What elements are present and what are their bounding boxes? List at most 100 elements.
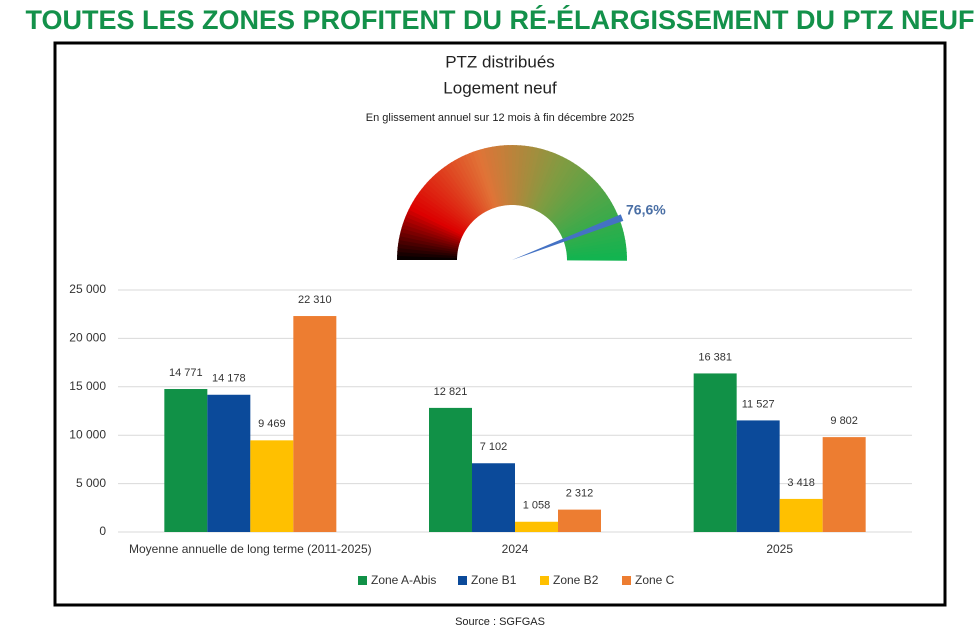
gauge-segment xyxy=(435,171,477,220)
gauge-segment xyxy=(534,154,564,211)
gauge-segment xyxy=(451,160,485,214)
source: Source : SGFGAS xyxy=(455,616,545,628)
gauge-segment xyxy=(551,180,598,224)
gauge-segment xyxy=(547,171,590,220)
gauge-needle xyxy=(512,214,624,260)
gauge-annotation: En glissement annuel sur 12 mois à fin d… xyxy=(366,112,634,124)
gauge-segment xyxy=(542,164,581,216)
value-label: 12 821 xyxy=(434,386,468,398)
value-label: 3 418 xyxy=(787,477,815,489)
gauge-segment xyxy=(488,146,503,207)
gauge-segment xyxy=(525,148,545,208)
gauge-segment xyxy=(476,149,498,208)
legend-swatch xyxy=(358,576,367,585)
bar xyxy=(558,509,601,532)
value-label: 9 469 xyxy=(258,418,286,430)
bar xyxy=(779,498,823,532)
value-label: 1 058 xyxy=(523,500,551,512)
gauge-segment xyxy=(403,216,462,242)
value-label: 14 178 xyxy=(212,373,246,385)
gauge-segment xyxy=(556,192,608,230)
bar xyxy=(515,521,558,532)
gauge-segment xyxy=(561,209,618,238)
value-label: 7 102 xyxy=(480,441,508,453)
gauge-segment xyxy=(495,145,507,206)
gauge-segment xyxy=(507,145,513,206)
y-tick-label: 15 000 xyxy=(69,379,106,393)
bar xyxy=(250,440,294,532)
value-label: 22 310 xyxy=(298,294,332,306)
gauge-segment xyxy=(541,162,577,215)
gauge-value-label: 76,6% xyxy=(626,202,666,218)
gauge-segment xyxy=(480,148,500,208)
gauge-segment xyxy=(564,228,624,248)
gauge-segment xyxy=(426,179,473,224)
gauge-segment xyxy=(429,176,475,222)
gauge-segment xyxy=(399,231,459,249)
gauge-segment xyxy=(468,151,494,210)
gauge-segment xyxy=(441,166,480,217)
gauge-segment xyxy=(400,227,460,247)
gauge-segment xyxy=(447,162,484,215)
gauge-segment xyxy=(499,145,509,206)
gauge-segment xyxy=(554,186,604,227)
gauge-segment xyxy=(536,156,567,212)
bar xyxy=(164,389,208,532)
gauge-segment xyxy=(566,240,626,253)
value-label: 14 771 xyxy=(169,367,203,379)
value-label: 2 312 xyxy=(566,488,594,500)
gauge-segment xyxy=(432,174,476,221)
y-tick-label: 20 000 xyxy=(69,331,106,345)
value-label: 11 527 xyxy=(742,398,775,410)
gauge-segment xyxy=(555,189,606,228)
gauge-segment xyxy=(421,185,471,227)
gauge-segment xyxy=(423,182,472,225)
gauge-segment xyxy=(527,149,549,208)
gauge-segment xyxy=(412,198,466,233)
gauge-segment xyxy=(558,199,612,233)
legend-swatch xyxy=(540,576,549,585)
x-tick-label: Moyenne annuelle de long terme (2011-202… xyxy=(129,542,372,556)
y-tick-label: 0 xyxy=(99,524,106,538)
gauge-segment xyxy=(461,154,490,211)
gauge-segment xyxy=(484,147,501,207)
gauge-segment xyxy=(565,236,626,251)
gauge-segment xyxy=(401,223,460,245)
gauge-segment xyxy=(564,224,623,246)
gauge-segment xyxy=(566,247,627,257)
gauge-segment xyxy=(566,255,627,261)
legend-label: Zone C xyxy=(635,573,675,587)
legend-label: Zone A-Abis xyxy=(371,573,436,587)
gauge-segment xyxy=(406,208,463,238)
legend-swatch xyxy=(458,576,467,585)
gauge-segment xyxy=(454,158,487,213)
gauge-segment xyxy=(408,205,464,236)
gauge-segment xyxy=(528,150,553,209)
gauge-segment xyxy=(416,191,468,230)
gauge-segment xyxy=(438,168,479,218)
bar xyxy=(293,316,337,532)
gauge-segment xyxy=(552,183,601,225)
gauge-segment xyxy=(418,188,469,228)
gauge-segment xyxy=(545,169,587,219)
gauge-segment xyxy=(405,212,462,240)
x-tick-label: 2024 xyxy=(502,542,529,556)
gauge-segment xyxy=(465,153,492,210)
gauge-segment xyxy=(414,195,467,231)
legend-label: Zone B2 xyxy=(553,573,599,587)
gauge-segment xyxy=(537,158,571,213)
gauge-segment xyxy=(492,146,505,206)
y-tick-label: 5 000 xyxy=(76,476,106,490)
gauge-segment xyxy=(557,195,610,232)
legend-swatch xyxy=(622,576,631,585)
gauge-segment xyxy=(544,166,584,217)
bar xyxy=(207,394,251,532)
bar xyxy=(472,463,515,532)
gauge-segment xyxy=(472,150,496,209)
gauge-segment xyxy=(559,202,614,235)
gauge-segment xyxy=(550,177,596,223)
gauge: 76,6% xyxy=(397,145,666,261)
gauge-segment xyxy=(402,219,461,244)
